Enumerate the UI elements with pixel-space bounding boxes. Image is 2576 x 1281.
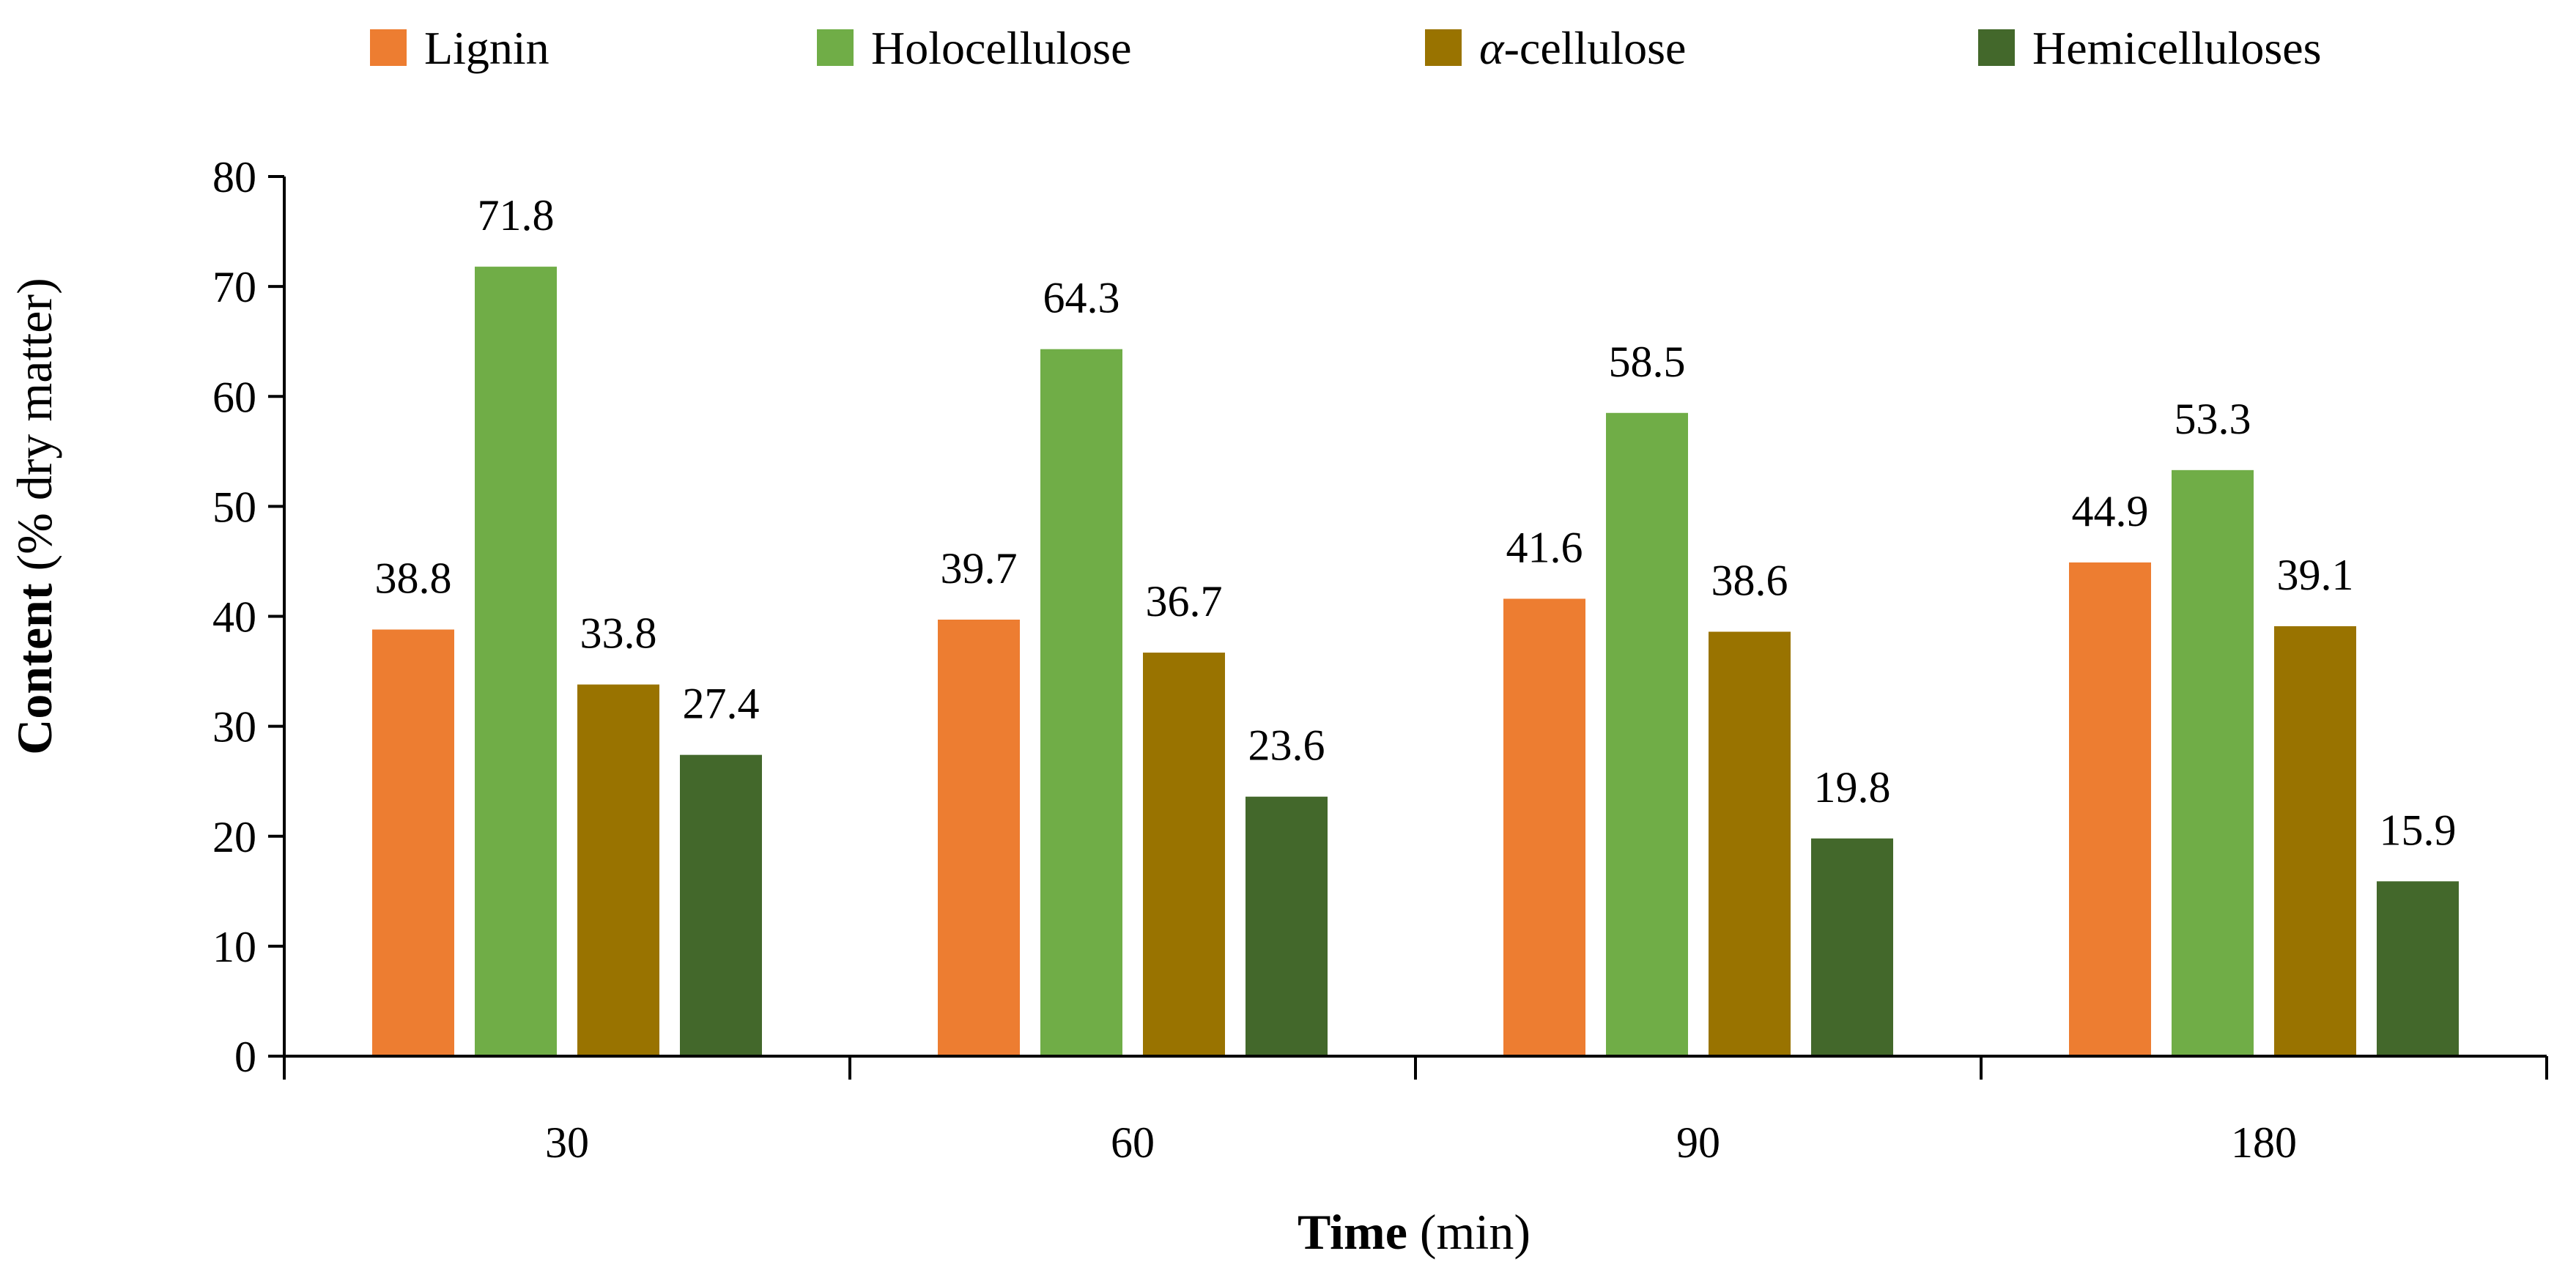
legend-label: Holocellulose [871,22,1131,74]
bars [372,267,2459,1056]
data-label: 23.6 [1248,721,1325,770]
data-label: 71.8 [478,191,555,240]
bar-cellulose-30 [577,684,659,1056]
legend-swatch [817,29,854,66]
x-axis-ticks: 30 60 90 180 [283,1056,2548,1167]
data-label: 39.7 [941,544,1018,593]
legend-label: Lignin [424,22,549,74]
bar-hemicelluloses-60 [1246,796,1328,1056]
data-label: 39.1 [2277,551,2354,599]
bar-holocellulose-60 [1040,349,1122,1056]
bar-cellulose-60 [1143,653,1225,1056]
bar-hemicelluloses-180 [2377,881,2459,1056]
y-tick-label: 60 [212,373,256,421]
data-label: 19.8 [1814,763,1891,812]
data-label: 36.7 [1146,577,1223,625]
x-tick-label: 60 [1111,1118,1155,1167]
data-label: 41.6 [1506,523,1583,571]
legend-swatch [1978,29,2015,66]
bar-lignin-180 [2069,562,2151,1056]
bar-holocellulose-30 [475,267,557,1056]
bar-lignin-60 [938,620,1020,1056]
bar-cellulose-90 [1709,631,1791,1056]
x-tick-label: 90 [1676,1118,1720,1167]
data-label: 33.8 [580,609,657,658]
y-tick-label: 10 [212,923,256,971]
y-tick-label: 70 [212,263,256,311]
y-tick-label: 0 [234,1033,256,1081]
x-tick-label: 180 [2231,1118,2297,1167]
y-tick-label: 40 [212,593,256,642]
legend-swatch [1425,29,1462,66]
data-label: 64.3 [1043,274,1120,322]
data-labels: 38.8 71.8 33.8 27.4 39.7 64.3 36.7 23.6 41.6 58.5… [375,191,2457,854]
data-label: 58.5 [1609,338,1686,386]
y-axis-ticks: 0 10 20 30 40 50 60 70 80 [212,153,284,1081]
y-axis-title: Content (% dry matter) [7,278,62,754]
plot-area: 0 10 20 30 40 50 60 70 80 38.8 71.8 33.8 27.4 39.7 64… [212,153,2548,1167]
legend: Lignin Holocellulose α-cellulose Hemicellul… [370,22,2322,74]
y-tick-label: 80 [212,153,256,201]
bar-holocellulose-90 [1606,412,1688,1056]
data-label: 27.4 [683,680,760,728]
legend-swatch [370,29,407,66]
legend-label: Hemicelluloses [2032,22,2322,74]
bar-lignin-30 [372,629,454,1056]
legend-label: α-cellulose [1479,22,1686,74]
data-label: 38.8 [375,554,452,603]
data-label: 44.9 [2072,487,2149,535]
data-label: 38.6 [1711,557,1788,605]
y-tick-label: 30 [212,703,256,751]
bar-lignin-90 [1503,598,1585,1056]
bar-holocellulose-180 [2172,469,2254,1056]
y-tick-label: 20 [212,813,256,861]
bar-hemicelluloses-30 [680,754,762,1056]
bar-cellulose-180 [2274,626,2356,1056]
x-axis-title: Time (min) [1298,1204,1531,1260]
x-tick-label: 30 [545,1118,589,1167]
data-label: 53.3 [2175,395,2251,443]
bar-hemicelluloses-90 [1811,838,1893,1056]
data-label: 15.9 [2380,806,2457,854]
y-tick-label: 50 [212,483,256,531]
